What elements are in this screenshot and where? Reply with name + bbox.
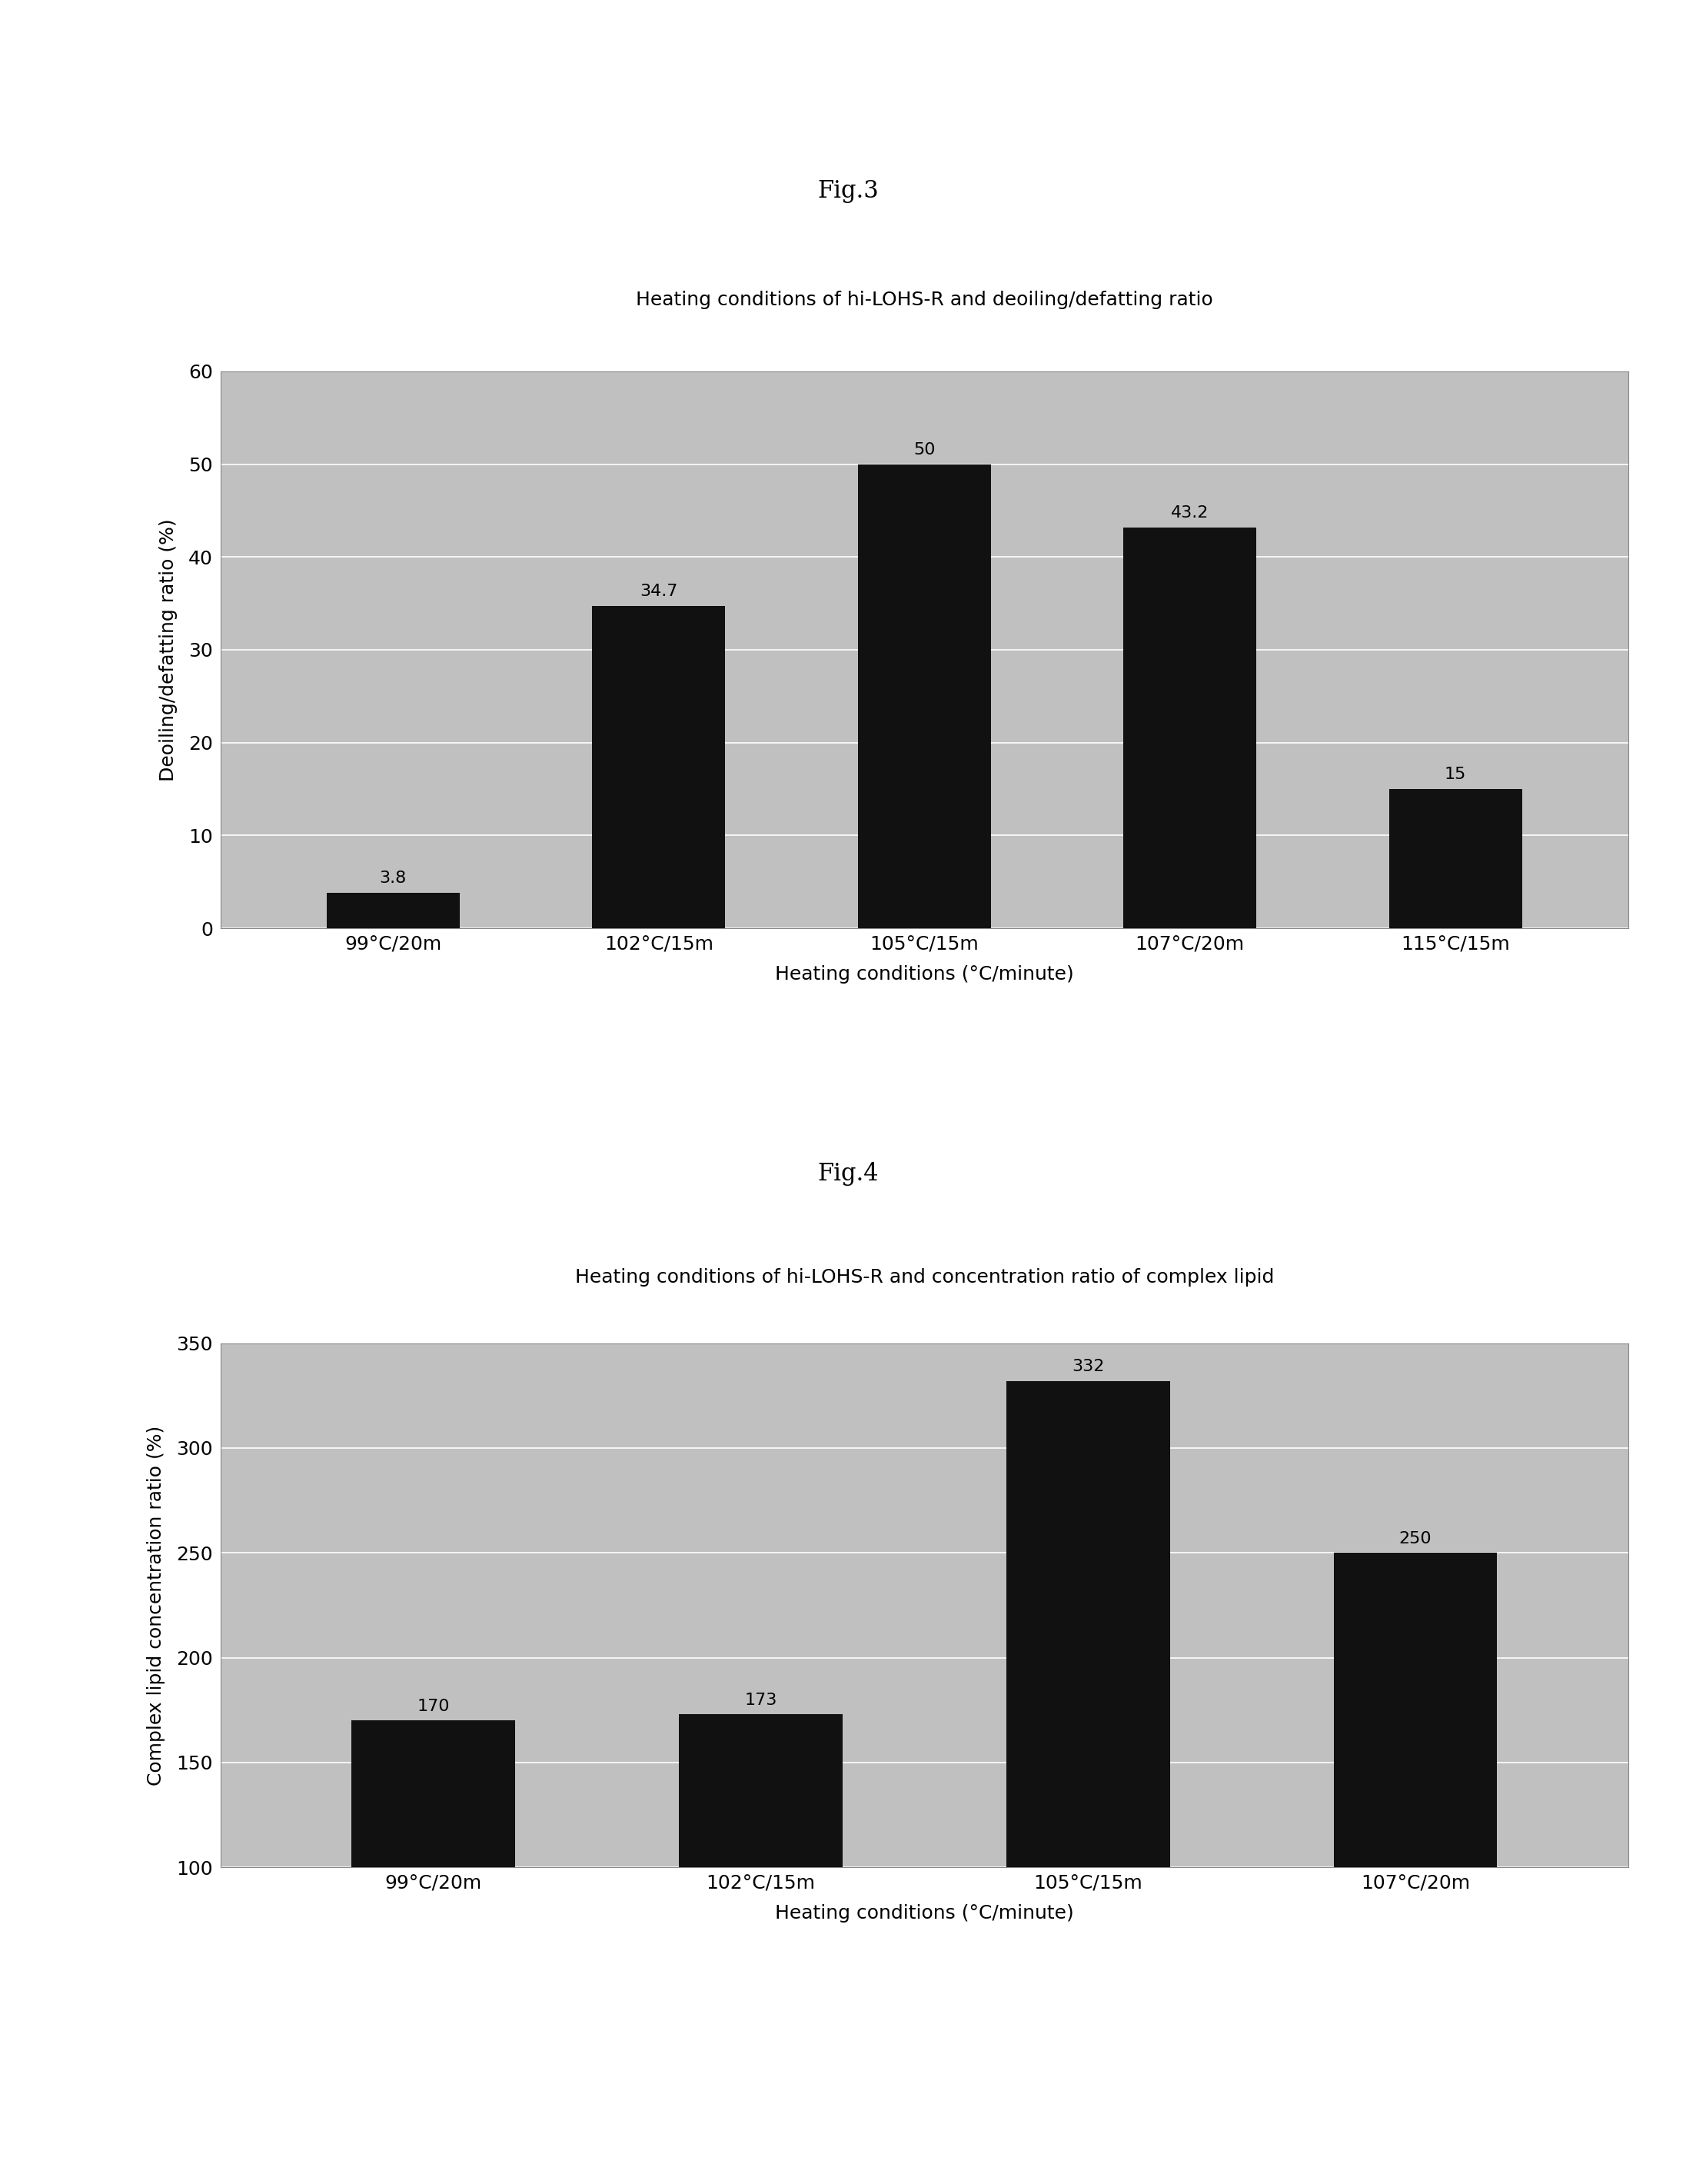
Bar: [592, 607, 726, 928]
Text: 250: 250: [1399, 1531, 1431, 1546]
Text: 15: 15: [1445, 767, 1467, 782]
Y-axis label: Deoiling/defatting ratio (%): Deoiling/defatting ratio (%): [159, 518, 178, 782]
Bar: [327, 893, 460, 928]
Text: 34.7: 34.7: [639, 583, 678, 598]
Y-axis label: Complex lipid concentration ratio (%): Complex lipid concentration ratio (%): [148, 1426, 166, 1784]
Text: 332: 332: [1072, 1358, 1104, 1374]
Text: 43.2: 43.2: [1170, 505, 1209, 520]
Bar: [858, 463, 990, 928]
X-axis label: Heating conditions (°C/minute): Heating conditions (°C/minute): [775, 1904, 1074, 1922]
Text: 50: 50: [914, 441, 934, 456]
Text: 170: 170: [417, 1699, 449, 1714]
Bar: [1123, 526, 1257, 928]
Text: Fig.3: Fig.3: [817, 179, 879, 203]
Text: 173: 173: [745, 1693, 777, 1708]
X-axis label: Heating conditions (°C/minute): Heating conditions (°C/minute): [775, 965, 1074, 983]
Bar: [1389, 788, 1521, 928]
Text: 3.8: 3.8: [380, 871, 407, 887]
Bar: [1333, 1553, 1498, 2077]
Text: Heating conditions of hi-LOHS-R and deoiling/defatting ratio: Heating conditions of hi-LOHS-R and deoi…: [636, 290, 1213, 310]
Bar: [678, 1714, 843, 2077]
Bar: [351, 1721, 516, 2077]
Bar: [1006, 1380, 1170, 2077]
Text: Heating conditions of hi-LOHS-R and concentration ratio of complex lipid: Heating conditions of hi-LOHS-R and conc…: [575, 1269, 1274, 1286]
Text: Fig.4: Fig.4: [817, 1162, 879, 1186]
